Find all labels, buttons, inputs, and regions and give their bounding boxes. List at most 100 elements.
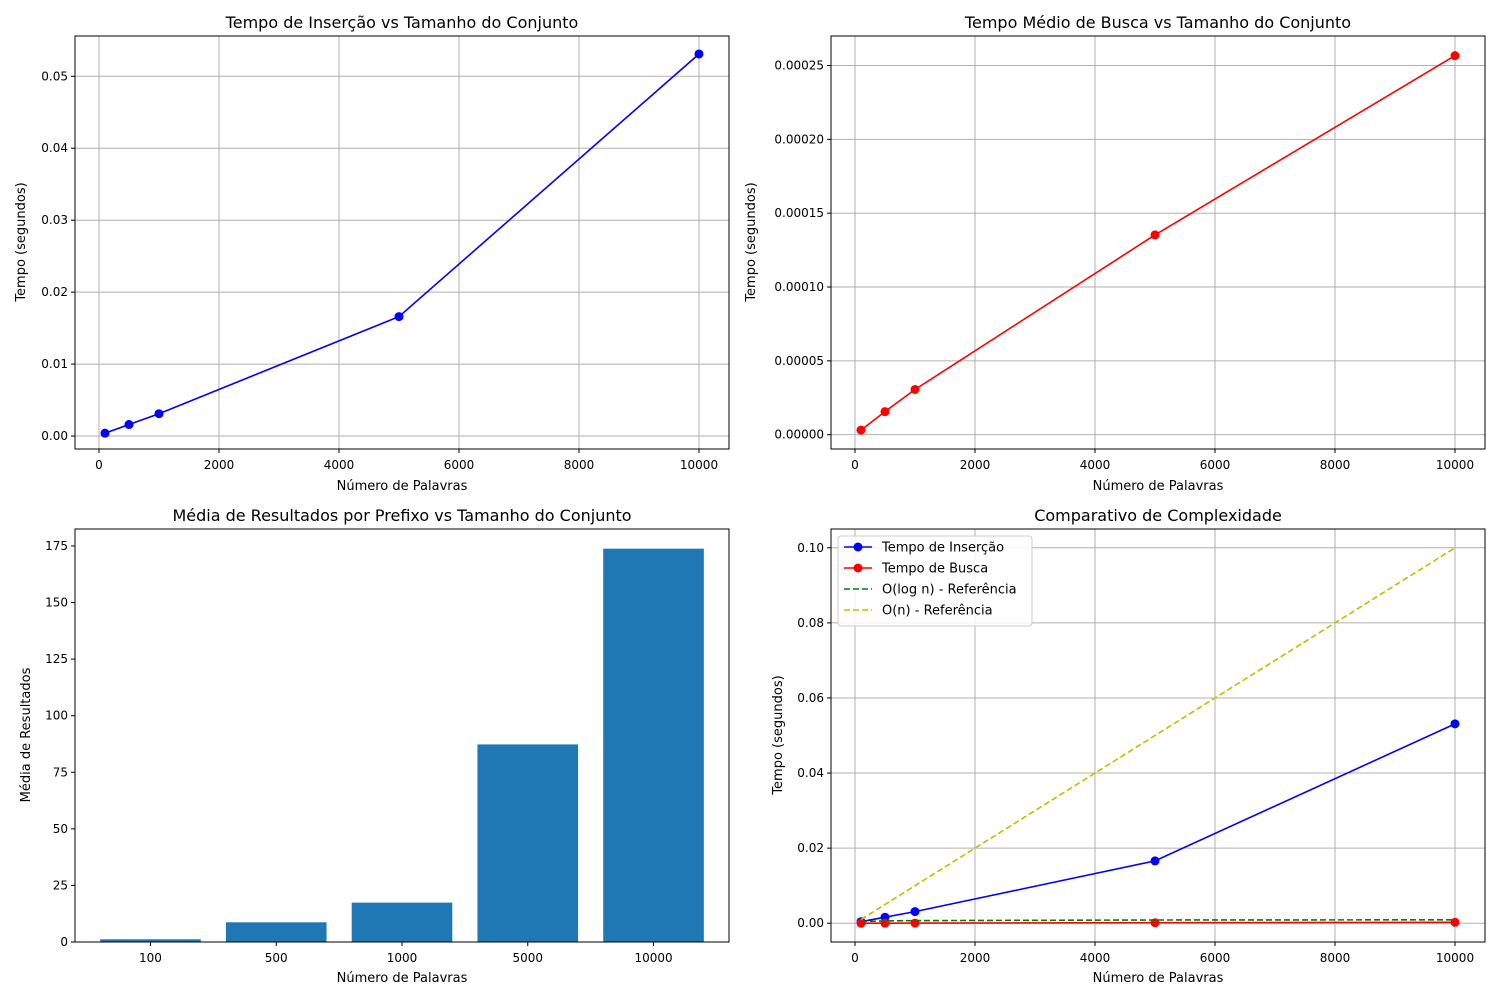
data-point [1150, 856, 1160, 866]
y-tick-label: 0.02 [797, 841, 824, 855]
x-tick-label: 2000 [204, 458, 235, 472]
legend-marker [853, 563, 863, 573]
y-tick-label: 175 [45, 539, 68, 553]
legend-label: Tempo de Busca [881, 562, 988, 577]
y-tick-label: 0.00015 [774, 206, 824, 220]
y-tick-label: 50 [53, 822, 68, 836]
x-tick-label: 8000 [564, 458, 595, 472]
data-point [124, 420, 134, 430]
y-tick-label: 0.00 [797, 916, 824, 930]
x-tick-label: 10000 [1436, 458, 1474, 472]
y-tick-label: 0.00025 [774, 59, 824, 73]
data-point [100, 428, 110, 438]
complexity-comparison-chart: Comparativo de Complexidade Número de Pa… [771, 506, 1486, 986]
bar [100, 939, 201, 942]
chart-title: Comparativo de Complexidade [1034, 506, 1282, 525]
y-tick-label: 0.01 [41, 357, 68, 371]
data-point [910, 907, 920, 917]
x-tick-label: 0 [851, 458, 859, 472]
x-tick-label: 2000 [960, 458, 991, 472]
y-tick-label: 25 [53, 878, 68, 892]
x-tick-label: 4000 [324, 458, 355, 472]
x-tick-label: 0 [95, 458, 103, 472]
y-tick-label: 0.06 [797, 691, 824, 705]
x-tick-label: 8000 [1320, 458, 1351, 472]
y-tick-label: 0.00000 [774, 428, 824, 442]
data-point [856, 918, 866, 928]
y-tick-label: 0.04 [797, 766, 824, 780]
plot-frame [830, 35, 1486, 450]
x-tick-label: 500 [265, 951, 288, 965]
x-tick-label: 6000 [1200, 458, 1231, 472]
chart-title: Tempo Médio de Busca vs Tamanho do Conju… [964, 13, 1351, 32]
y-tick-label: 0.08 [797, 616, 824, 630]
data-point [856, 425, 866, 435]
x-axis-label: Número de Palavras [1093, 971, 1224, 986]
bar [603, 548, 704, 942]
x-tick-label: 100 [139, 951, 162, 965]
data-point [1450, 917, 1460, 927]
y-axis-label: Média de Resultados [19, 667, 34, 802]
bar [225, 922, 327, 942]
x-axis-label: Número de Palavras [1093, 479, 1224, 494]
y-axis-label: Tempo (segundos) [14, 182, 29, 302]
plot-frame [74, 35, 730, 450]
data-point [1450, 51, 1460, 61]
x-tick-label: 0 [851, 951, 859, 965]
chart-title: Tempo de Inserção vs Tamanho do Conjunto [225, 13, 579, 32]
bar [351, 902, 453, 942]
legend-label: O(log n) - Referência [882, 583, 1017, 598]
y-tick-label: 0.05 [41, 69, 68, 83]
x-tick-label: 10000 [1436, 951, 1474, 965]
x-tick-label: 4000 [1080, 951, 1111, 965]
x-tick-label: 10000 [634, 951, 672, 965]
chart-title: Média de Resultados por Prefixo vs Taman… [172, 506, 631, 525]
y-tick-label: 150 [45, 596, 68, 610]
x-axis-label: Número de Palavras [337, 971, 468, 986]
legend-marker [853, 542, 863, 552]
data-point [880, 407, 890, 417]
insertion-time-chart: Tempo de Inserção vs Tamanho do Conjunto… [14, 13, 730, 494]
data-point [880, 918, 890, 928]
y-tick-label: 0.04 [41, 141, 68, 155]
search-time-chart: Tempo Médio de Busca vs Tamanho do Conju… [744, 13, 1486, 494]
plot-frame [830, 528, 1486, 943]
y-tick-label: 0.00010 [774, 280, 824, 294]
x-tick-label: 10000 [680, 458, 718, 472]
data-point [154, 409, 164, 419]
legend-label: Tempo de Inserção [881, 541, 1004, 556]
series-line [860, 918, 1456, 923]
data-point [694, 49, 704, 59]
series-line [860, 547, 1456, 921]
x-tick-label: 8000 [1320, 951, 1351, 965]
data-point [910, 384, 920, 394]
data-point [1150, 230, 1160, 240]
y-tick-label: 125 [45, 652, 68, 666]
x-tick-label: 6000 [444, 458, 475, 472]
y-axis-label: Tempo (segundos) [744, 182, 759, 302]
x-tick-label: 5000 [512, 951, 543, 965]
x-tick-label: 2000 [960, 951, 991, 965]
y-tick-label: 0.02 [41, 285, 68, 299]
prefix-results-chart: Média de Resultados por Prefixo vs Taman… [19, 506, 730, 986]
bar [477, 744, 579, 942]
y-tick-label: 0.00020 [774, 132, 824, 146]
y-tick-label: 0.10 [797, 541, 824, 555]
y-tick-label: 0.00005 [774, 354, 824, 368]
y-tick-label: 100 [45, 709, 68, 723]
data-point [394, 312, 404, 322]
data-point [1450, 719, 1460, 729]
y-tick-label: 0 [60, 935, 68, 949]
x-axis-label: Número de Palavras [337, 479, 468, 494]
legend: Tempo de Inserção Tempo de Busca O(log n) … [837, 535, 1033, 627]
plot-frame [74, 528, 730, 943]
legend-label: O(n) - Referência [882, 604, 993, 619]
y-tick-label: 75 [53, 765, 68, 779]
legend-box [837, 535, 1033, 627]
y-tick-label: 0.03 [41, 213, 68, 227]
x-tick-label: 1000 [387, 951, 418, 965]
x-tick-label: 4000 [1080, 458, 1111, 472]
y-axis-label: Tempo (segundos) [771, 675, 786, 795]
